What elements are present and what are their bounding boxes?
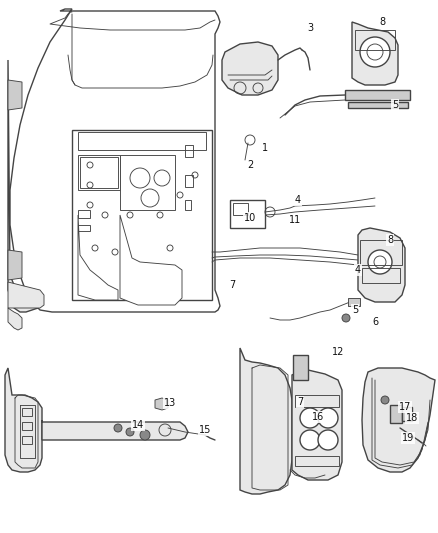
Bar bbox=[185, 145, 193, 157]
Bar bbox=[78, 132, 206, 150]
Bar bbox=[233, 203, 248, 215]
Polygon shape bbox=[358, 228, 405, 302]
Bar bbox=[185, 200, 191, 210]
Bar bbox=[295, 456, 339, 466]
Text: 6: 6 bbox=[372, 317, 378, 327]
Bar bbox=[402, 407, 412, 421]
Text: 8: 8 bbox=[387, 235, 393, 245]
Polygon shape bbox=[5, 368, 42, 472]
Bar bbox=[362, 268, 400, 283]
Text: 16: 16 bbox=[312, 412, 324, 422]
Bar bbox=[78, 225, 90, 231]
Bar bbox=[390, 405, 402, 423]
Text: 4: 4 bbox=[355, 265, 361, 275]
Polygon shape bbox=[8, 80, 22, 110]
Text: 18: 18 bbox=[406, 413, 418, 423]
Bar bbox=[295, 395, 339, 407]
Bar bbox=[348, 298, 360, 306]
Text: 2: 2 bbox=[247, 160, 253, 170]
Polygon shape bbox=[10, 9, 220, 312]
Text: 5: 5 bbox=[392, 100, 398, 110]
Text: 10: 10 bbox=[244, 213, 256, 223]
Polygon shape bbox=[120, 215, 182, 305]
Bar bbox=[230, 200, 265, 228]
Text: 19: 19 bbox=[402, 433, 414, 443]
Polygon shape bbox=[240, 348, 292, 494]
Polygon shape bbox=[348, 102, 408, 108]
Bar bbox=[22, 408, 32, 416]
Text: 8: 8 bbox=[379, 17, 385, 27]
Bar bbox=[360, 240, 402, 265]
Polygon shape bbox=[8, 60, 40, 312]
Text: 7: 7 bbox=[297, 397, 303, 407]
Bar bbox=[78, 155, 120, 190]
Text: 4: 4 bbox=[295, 195, 301, 205]
Polygon shape bbox=[345, 90, 410, 100]
Text: 12: 12 bbox=[332, 347, 344, 357]
Bar bbox=[120, 155, 175, 210]
Text: 1: 1 bbox=[262, 143, 268, 153]
Polygon shape bbox=[8, 282, 44, 308]
Circle shape bbox=[342, 314, 350, 322]
Circle shape bbox=[318, 430, 338, 450]
Polygon shape bbox=[352, 22, 398, 85]
Polygon shape bbox=[78, 215, 118, 300]
Polygon shape bbox=[8, 308, 22, 330]
Text: 13: 13 bbox=[164, 398, 176, 408]
Polygon shape bbox=[155, 398, 168, 410]
Polygon shape bbox=[8, 250, 22, 280]
Bar bbox=[22, 422, 32, 430]
Text: 11: 11 bbox=[289, 215, 301, 225]
Text: 14: 14 bbox=[132, 420, 144, 430]
Circle shape bbox=[140, 430, 150, 440]
Text: 7: 7 bbox=[229, 280, 235, 290]
Circle shape bbox=[368, 250, 392, 274]
Bar bbox=[185, 175, 193, 187]
Circle shape bbox=[360, 37, 390, 67]
Circle shape bbox=[381, 396, 389, 404]
Polygon shape bbox=[222, 42, 278, 95]
Text: 17: 17 bbox=[399, 402, 411, 412]
Polygon shape bbox=[42, 420, 188, 440]
Text: 3: 3 bbox=[307, 23, 313, 33]
Bar bbox=[72, 130, 212, 300]
Text: 15: 15 bbox=[199, 425, 211, 435]
Circle shape bbox=[126, 428, 134, 436]
Circle shape bbox=[318, 408, 338, 428]
Polygon shape bbox=[292, 370, 342, 480]
Bar bbox=[293, 355, 308, 380]
Bar bbox=[355, 30, 395, 50]
Bar bbox=[78, 210, 90, 218]
Bar bbox=[22, 436, 32, 444]
Bar bbox=[72, 130, 212, 300]
Polygon shape bbox=[362, 368, 435, 472]
Bar bbox=[80, 157, 118, 188]
Circle shape bbox=[114, 424, 122, 432]
Circle shape bbox=[300, 408, 320, 428]
Text: 5: 5 bbox=[352, 305, 358, 315]
Circle shape bbox=[300, 430, 320, 450]
